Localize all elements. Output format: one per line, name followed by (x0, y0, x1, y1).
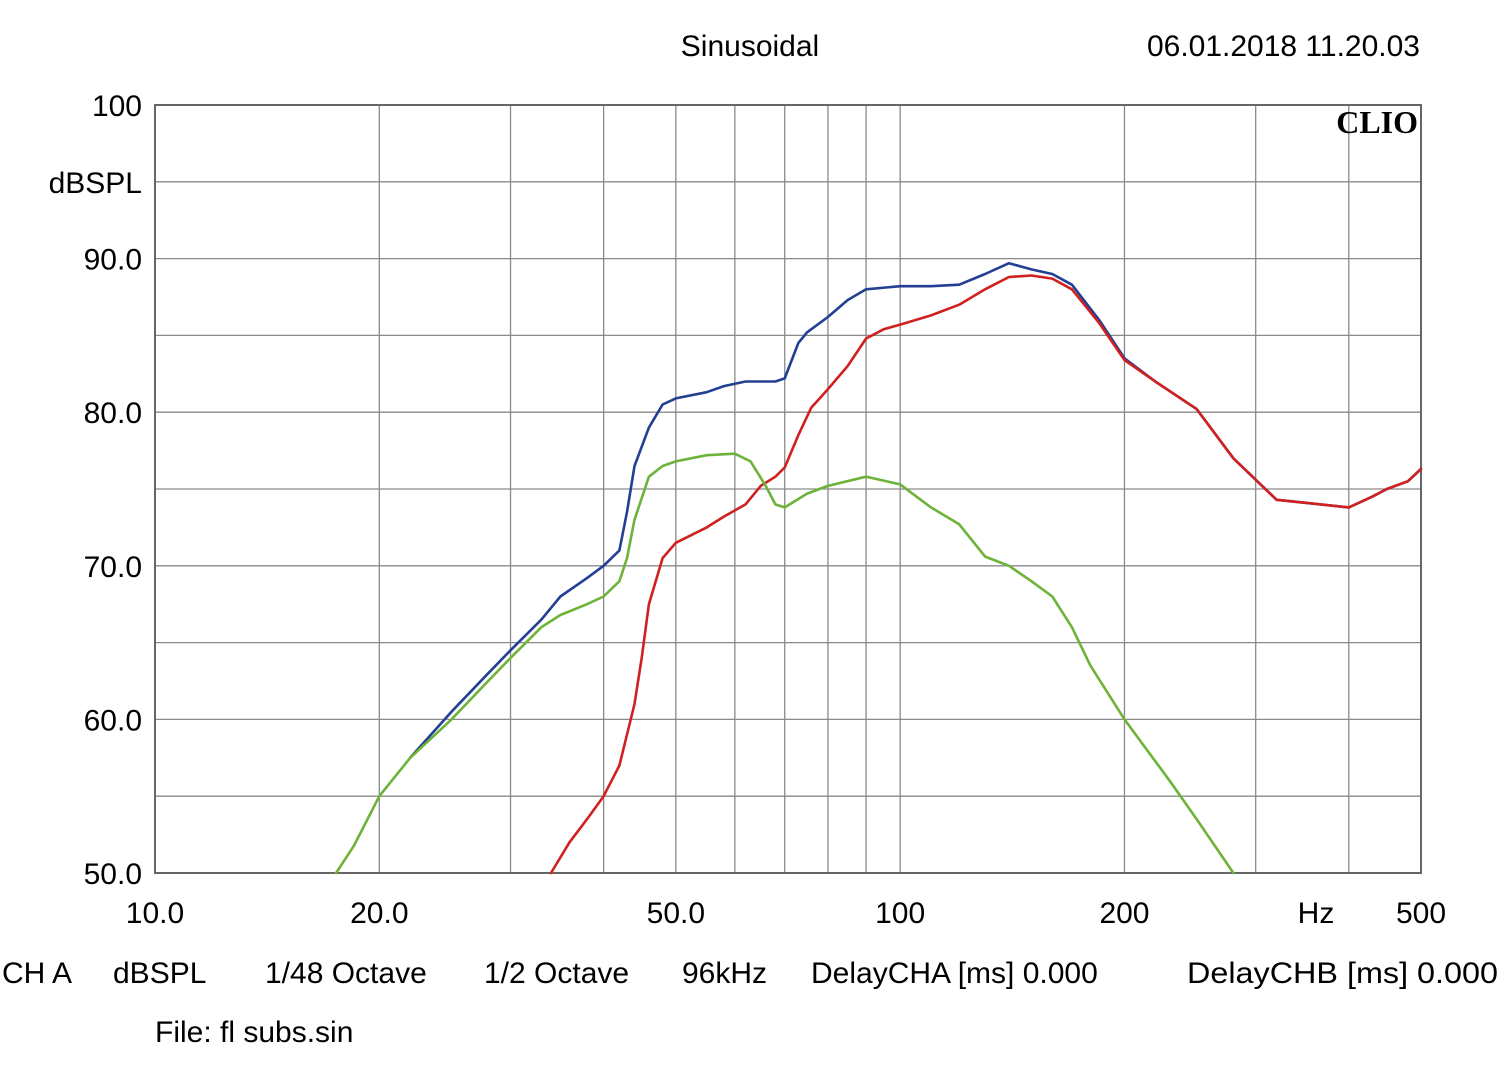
x-axis-label: Hz (1298, 897, 1335, 930)
y-tick-label: 60.0 (84, 704, 142, 737)
y-axis-label: dBSPL (49, 167, 142, 200)
chart-title: Sinusoidal (681, 30, 819, 63)
footer-samplerate: 96kHz (682, 957, 767, 990)
series-line-3 (334, 452, 1235, 875)
x-tick-label: 20.0 (350, 897, 408, 930)
series-line-2 (549, 274, 1423, 875)
y-tick-label: 80.0 (84, 397, 142, 430)
y-tick-label: 70.0 (84, 551, 142, 584)
x-tick-label: 100 (875, 897, 925, 930)
x-tick-labels: 10.0 20.0 50.0 100 200 500 (126, 897, 1446, 930)
y-tick-label: 90.0 (84, 244, 142, 277)
series-line-1 (408, 261, 1423, 760)
footer-smoothing: 1/2 Octave (484, 957, 629, 990)
footer-delay-a: DelayCHA [ms] 0.000 (811, 957, 1098, 990)
x-tick-label: 10.0 (126, 897, 184, 930)
x-tick-label: 500 (1396, 897, 1446, 930)
brand-logo: CLIO (1336, 104, 1418, 140)
y-tick-label: 50.0 (84, 858, 142, 891)
grid-horizontal (155, 181, 1421, 797)
footer-file: File: fl subs.sin (155, 1016, 353, 1049)
x-tick-label: 50.0 (647, 897, 705, 930)
plot-frame (154, 104, 1422, 874)
footer-delay-b: DelayCHB [ms] 0.000 (1187, 957, 1498, 990)
x-tick-label: 200 (1099, 897, 1149, 930)
y-tick-labels: 100 90.0 80.0 70.0 60.0 50.0 (84, 90, 142, 891)
footer-channel: CH A (2, 957, 72, 990)
grid-vertical (378, 105, 1350, 873)
footer-resolution: 1/48 Octave (265, 957, 427, 990)
y-tick-label: 100 (92, 90, 142, 123)
timestamp: 06.01.2018 11.20.03 (1147, 30, 1420, 63)
series-layer (334, 261, 1423, 875)
footer-unit: dBSPL (113, 957, 206, 990)
